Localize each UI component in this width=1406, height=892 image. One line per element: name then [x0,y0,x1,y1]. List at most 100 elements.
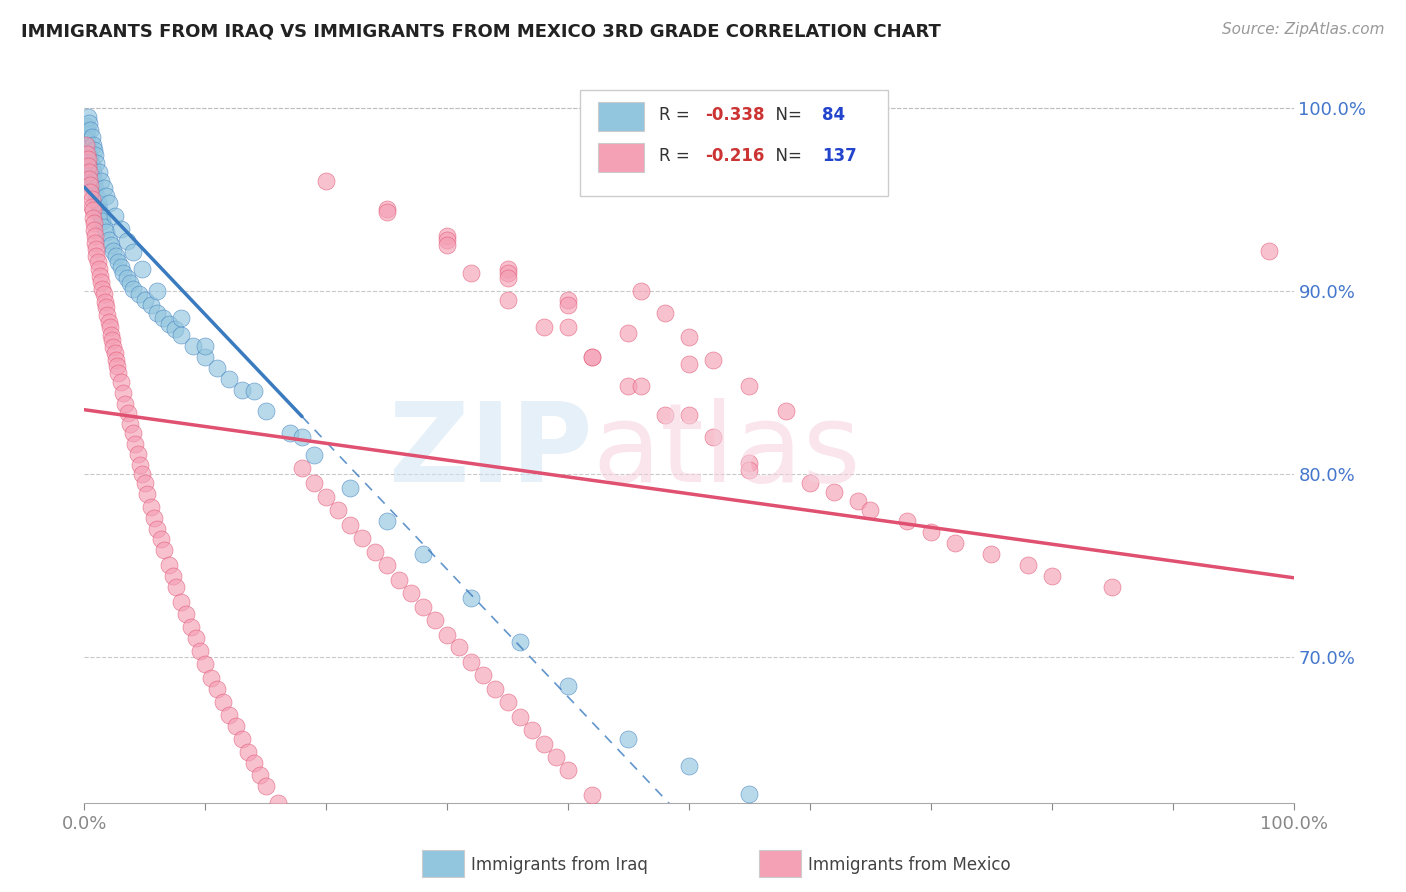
Point [76,146,98,161]
Point [82,137,104,152]
FancyBboxPatch shape [599,102,644,131]
Point [103,341,125,355]
Point [115,271,138,285]
Point [520,723,543,737]
Point [80,130,103,145]
Point [823,484,845,499]
Point [678,329,700,343]
Point [90,275,112,289]
Point [110,260,132,274]
Point [617,326,640,340]
Point [846,494,869,508]
Point [75,137,97,152]
Point [93,181,115,195]
Point [105,359,128,373]
Point [82,211,104,225]
Point [89,269,111,284]
FancyBboxPatch shape [581,90,889,195]
Point [121,426,143,441]
Point [218,708,240,723]
Point [302,448,325,462]
Point [90,211,112,225]
Point [174,607,197,622]
Point [207,360,229,375]
Point [557,320,579,334]
Point [100,327,122,342]
Point [630,284,652,298]
Point [231,383,253,397]
Point [75,120,97,134]
Point [86,188,108,202]
Point [702,430,724,444]
Point [184,632,207,646]
Point [544,750,567,764]
Point [134,475,156,490]
Point [170,594,193,608]
Point [76,134,98,148]
Point [630,379,652,393]
Point [86,254,108,268]
Point [112,386,135,401]
Point [94,300,117,314]
Point [557,298,579,312]
Point [97,196,120,211]
Point [162,569,184,583]
Point [97,233,120,247]
Point [859,503,882,517]
Text: IMMIGRANTS FROM IRAQ VS IMMIGRANTS FROM MEXICO 3RD GRADE CORRELATION CHART: IMMIGRANTS FROM IRAQ VS IMMIGRANTS FROM … [21,22,941,40]
Point [129,458,152,472]
Point [236,745,259,759]
Point [460,591,482,605]
Point [218,371,240,385]
Point [77,146,100,161]
Point [194,350,217,364]
Point [82,203,104,218]
Point [86,196,108,211]
Point [170,327,193,342]
Point [131,261,153,276]
Point [91,214,114,228]
Point [460,655,482,669]
Point [96,308,118,322]
Point [194,339,217,353]
Point [278,810,301,824]
Point [1017,558,1039,573]
Point [83,216,105,230]
Point [920,525,942,540]
Point [581,789,603,803]
Point [254,780,277,794]
Point [77,160,100,174]
Point [654,408,676,422]
Point [375,514,398,528]
Point [100,238,122,252]
Point [139,500,162,514]
Point [436,627,458,641]
Point [533,320,555,334]
FancyBboxPatch shape [599,143,644,172]
Point [121,282,143,296]
Point [194,657,217,671]
Point [254,404,277,418]
Point [375,202,398,216]
Point [242,384,264,399]
Point [496,261,519,276]
Point [86,155,108,169]
Point [436,228,458,243]
Point [87,202,110,216]
Point [496,265,519,279]
Point [157,558,180,573]
Point [157,317,180,331]
Point [472,667,495,681]
Point [77,155,100,169]
Point [98,320,121,334]
Point [82,165,104,179]
Point [412,547,434,561]
Point [617,731,640,746]
Point [104,346,127,360]
Point [352,531,374,545]
Point [533,737,555,751]
Point [120,417,142,432]
Text: atlas: atlas [592,398,860,505]
Point [181,339,204,353]
Point [94,294,117,309]
